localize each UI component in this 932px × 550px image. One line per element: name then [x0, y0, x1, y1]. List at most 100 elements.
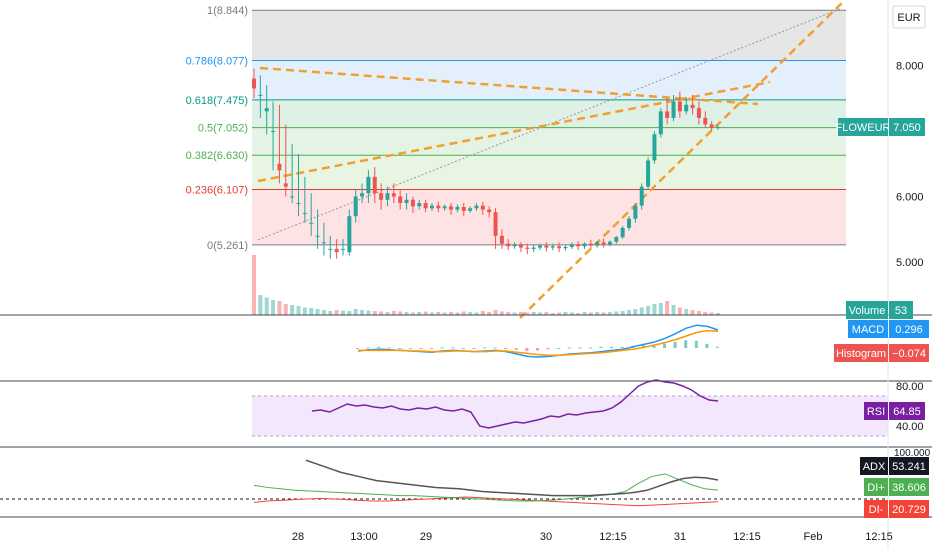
volume-bar: [716, 313, 720, 315]
volume-bar: [309, 308, 314, 315]
badge-label: Histogram: [836, 348, 886, 360]
volume-bar: [379, 311, 384, 315]
candle-body: [709, 124, 714, 128]
volume-bar: [544, 312, 549, 315]
candle-body: [321, 242, 326, 244]
badge-value-bg: [889, 478, 929, 496]
time-tick: Feb: [804, 531, 823, 543]
volume-bar: [385, 312, 390, 315]
candle-body: [449, 206, 454, 210]
badge-value-bg: [889, 118, 925, 136]
macd-histogram-bar: [694, 340, 698, 348]
volume-bar: [620, 311, 625, 315]
volume-bar: [652, 304, 657, 315]
volume-bar: [296, 306, 301, 315]
candle-body: [360, 193, 365, 197]
badge-label-bg: [848, 320, 888, 338]
candle-body: [442, 206, 447, 209]
volume-bar: [646, 306, 651, 315]
macd-histogram-bar: [440, 347, 444, 349]
macd-histogram-bar: [610, 346, 614, 348]
badge-label: ADX: [863, 461, 886, 473]
rsi-band: [252, 396, 888, 436]
candle-body: [614, 237, 619, 242]
fib-label: 0.786(8.077): [186, 55, 248, 67]
rsi-pane: 80.00 40.00: [252, 379, 924, 437]
time-axis[interactable]: 28 13:00 29 30 12:15 31 12:15 Feb 12:15: [292, 531, 893, 543]
volume-bar: [665, 301, 670, 315]
fib-band: [252, 127, 846, 156]
volume-bar: [582, 312, 587, 315]
rising-trend-line: [519, 0, 846, 319]
candle-body: [353, 196, 358, 217]
price-tick: 6.000: [896, 192, 924, 204]
volume-bar: [277, 301, 282, 315]
volume-bar: [347, 311, 352, 315]
fib-retracement: 1(8.844) 0.786(8.077) 0.618(7.475) 0.5(7.05…: [186, 5, 846, 252]
candle-body: [277, 163, 282, 171]
volume-bar: [271, 300, 276, 315]
macd-histogram-bar: [557, 348, 561, 349]
volume-bar: [487, 312, 492, 315]
macd-histogram-bar: [684, 340, 688, 348]
time-tick: 12:15: [865, 531, 893, 543]
candle-body: [633, 205, 638, 219]
currency-box: [892, 5, 926, 29]
badge-label-bg: [860, 457, 888, 475]
price-tick: 8.000: [896, 61, 924, 73]
volume-bar: [436, 312, 441, 315]
volume-bar: [696, 311, 701, 315]
candle-body: [684, 104, 689, 112]
currency-label: EUR: [897, 12, 920, 24]
badge-value-bg: [889, 301, 913, 319]
volume-bar: [677, 307, 682, 315]
volume-bar: [614, 311, 619, 315]
candle-body: [309, 222, 314, 224]
candle-body: [487, 209, 492, 213]
candle-body: [569, 244, 574, 247]
time-tick: 28: [292, 531, 304, 543]
badge-label: MACD: [852, 324, 884, 336]
volume-bar: [340, 310, 345, 315]
time-tick: 29: [420, 531, 432, 543]
volume-bar: [506, 312, 511, 315]
volume-bar: [550, 313, 555, 315]
candle-body: [468, 208, 473, 211]
candle-body: [417, 203, 422, 207]
candle-body: [385, 193, 390, 200]
time-tick: 12:15: [599, 531, 627, 543]
candle-body: [690, 104, 695, 109]
fib-label: 1(8.844): [207, 5, 248, 17]
volume-bar: [493, 310, 498, 315]
fib-band: [252, 60, 846, 100]
badge-value-bg: [889, 402, 925, 420]
macd-histogram-bar: [716, 346, 719, 348]
candle-body: [563, 246, 568, 249]
candle-body: [506, 243, 511, 247]
candle-body: [328, 248, 333, 250]
macd-histogram-bar: [546, 348, 550, 350]
candle-body: [493, 212, 498, 236]
badge-label: FLOWEUR: [836, 122, 891, 134]
fib-label: 0(5.261): [207, 240, 248, 252]
candle-body: [391, 193, 396, 197]
badge-label: DI+: [867, 482, 884, 494]
candle-body: [455, 206, 460, 210]
candle-body: [404, 199, 409, 204]
volume-bar: [474, 312, 479, 315]
candle-body: [423, 203, 428, 209]
candle-body: [366, 176, 371, 194]
volume-bars: [252, 255, 720, 315]
candle-body: [264, 108, 269, 112]
candle-body: [296, 203, 301, 205]
volume-bar: [252, 255, 256, 315]
volume-bar: [595, 312, 600, 315]
macd-histogram-bar: [514, 348, 518, 350]
volume-bar: [283, 304, 288, 315]
volume-bar: [398, 311, 403, 315]
volume-bar: [658, 303, 663, 315]
macd-histogram-bar: [567, 347, 571, 349]
volume-bar: [563, 312, 568, 315]
candle-body: [646, 160, 651, 187]
